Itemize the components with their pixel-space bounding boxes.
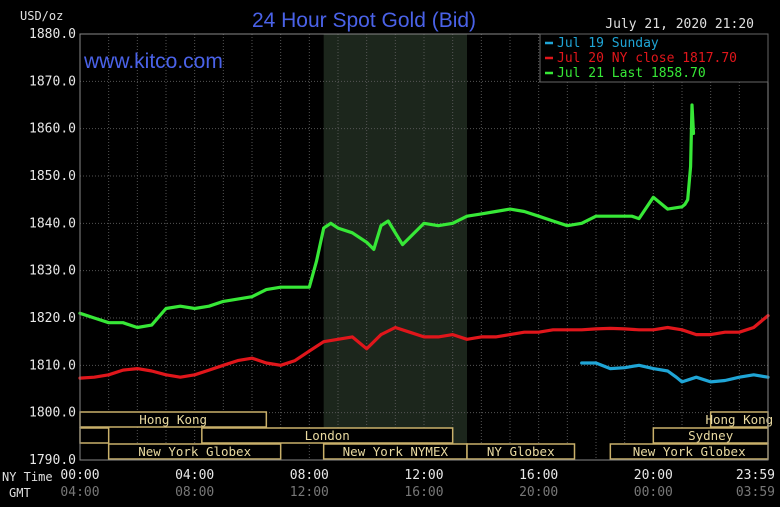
price-series [78,103,770,384]
market-label: London [305,428,350,443]
market-bar [201,427,454,444]
x-tick-label-ny: 04:00 [175,468,214,483]
market-label: New York Globex [633,444,746,459]
source-watermark: www.kitco.com [83,50,223,73]
market-label: Hong Kong [705,412,773,427]
legend-entry: Jul 20 NY close 1817.70 [557,51,737,66]
x-tick-label-ny: 16:00 [519,468,558,483]
y-tick-label: 1790.0 [29,453,76,468]
market-label: NY Globex [487,444,555,459]
x-tick-label-gmt: 04:00 [60,485,99,500]
market-bar [466,443,576,460]
market-bar [79,427,110,444]
legend-entry: Jul 21 Last 1858.70 [557,66,706,81]
legend-box [539,33,769,83]
timestamp: July 21, 2020 21:20 [605,17,754,32]
x-row-label-ny: NY Time [2,470,53,484]
x-tick-label-gmt: 00:00 [634,485,673,500]
y-unit-label: USD/oz [20,9,63,23]
y-tick-label: 1880.0 [29,27,76,42]
plot-frame [79,33,769,461]
market-label: Sydney [688,428,734,443]
series-line-1 [78,314,770,380]
chart-title: 24 Hour Spot Gold (Bid) [252,9,476,32]
y-tick-label: 1840.0 [29,216,76,231]
y-tick-label: 1810.0 [29,358,76,373]
x-tick-label-gmt: 20:00 [519,485,558,500]
x-tick-label-ny: 12:00 [404,468,443,483]
y-tick-label: 1820.0 [29,311,76,326]
x-tick-label-ny: 20:00 [634,468,673,483]
market-label: Hong Kong [139,412,207,427]
x-tick-label-gmt: 03:59 [736,485,775,500]
x-tick-label-ny: 08:00 [290,468,329,483]
legend-entry: Jul 19 Sunday [557,36,659,51]
y-tick-label: 1870.0 [29,74,76,89]
x-tick-label-gmt: 16:00 [404,485,443,500]
x-tick-label-ny: 00:00 [60,468,99,483]
x-tick-label-gmt: 12:00 [290,485,329,500]
x-tick-label-gmt: 08:00 [175,485,214,500]
x-row-label-gmt: GMT [9,486,31,500]
x-tick-label-ny: 23:59 [736,468,775,483]
market-label: New York Globex [138,444,251,459]
series-line-0 [580,361,770,384]
y-tick-label: 1800.0 [29,406,76,421]
y-tick-label: 1850.0 [29,169,76,184]
y-tick-label: 1830.0 [29,264,76,279]
market-bar [107,443,282,460]
axes: 1880.0 1870.0 1860.0 1850.0 1840.0 1830.0 1820… [29,27,775,500]
y-tick-label: 1860.0 [29,122,76,137]
series-line-2 [78,103,696,330]
market-label: New York NYMEX [343,444,449,459]
